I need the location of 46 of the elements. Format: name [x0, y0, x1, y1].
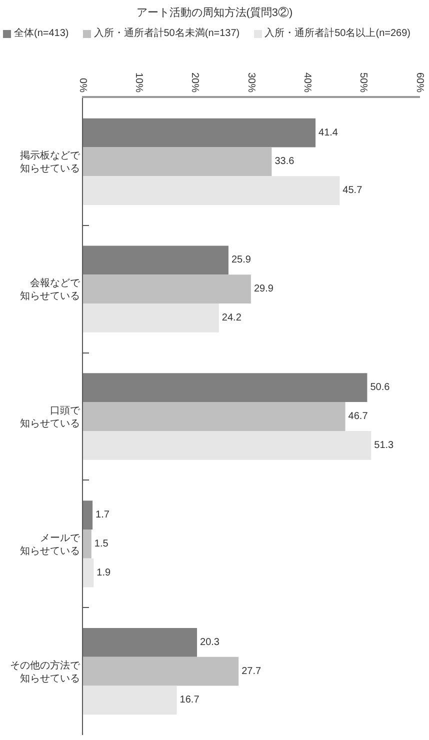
legend-label: 入所・通所者計50名未満(n=137): [94, 28, 240, 40]
y-tick-label: メールで知らせている: [20, 532, 81, 557]
legend-label: 全体(n=413): [14, 28, 69, 40]
y-tick-label: 会報などで知らせている: [20, 277, 81, 302]
x-tick-label: 30%: [245, 72, 256, 93]
data-label: 16.7: [180, 694, 200, 706]
x-tick-label: 0%: [76, 78, 88, 93]
data-label: 24.2: [222, 312, 242, 324]
bar: [83, 274, 251, 304]
x-tick-label: 40%: [301, 72, 312, 93]
bar: [83, 500, 93, 530]
chart-title: アート活動の周知方法(質問3②): [136, 6, 293, 19]
x-tick-label: 10%: [132, 72, 144, 93]
bar: [83, 558, 94, 588]
x-tick-label: 60%: [414, 72, 425, 93]
x-tick-label: 20%: [189, 72, 200, 93]
data-label: 27.7: [242, 666, 262, 677]
bar: [83, 430, 372, 460]
data-label: 1.7: [96, 510, 110, 521]
data-label: 20.3: [200, 636, 220, 648]
bar: [83, 373, 368, 402]
bar: [83, 147, 272, 176]
data-label: 41.4: [318, 127, 338, 138]
bar: [83, 656, 239, 686]
y-tick-label: 掲示板などで知らせている: [20, 150, 81, 175]
data-label: 1.9: [96, 567, 112, 578]
bar: [83, 686, 177, 715]
bar: [83, 402, 346, 431]
y-tick-label: 口頭で知らせている: [20, 406, 81, 430]
bar: [83, 176, 340, 206]
bar: [83, 304, 219, 332]
data-label: 46.7: [348, 411, 368, 422]
data-label: 29.9: [254, 284, 274, 295]
data-label: 1.5: [94, 538, 109, 550]
data-label: 25.9: [231, 254, 252, 266]
data-label: 45.7: [342, 185, 363, 196]
bar: [83, 529, 92, 558]
y-tick-label: その他の方法で知らせている: [10, 659, 81, 684]
data-label: 51.3: [374, 440, 394, 451]
data-label: 50.6: [370, 382, 390, 394]
bar: [83, 118, 316, 148]
legend-label: 入所・通所者計50名以上(n=269): [264, 28, 410, 40]
bar: [83, 628, 198, 657]
data-label: 33.6: [274, 156, 295, 168]
x-tick-label: 50%: [358, 72, 369, 93]
bar: [83, 246, 228, 275]
